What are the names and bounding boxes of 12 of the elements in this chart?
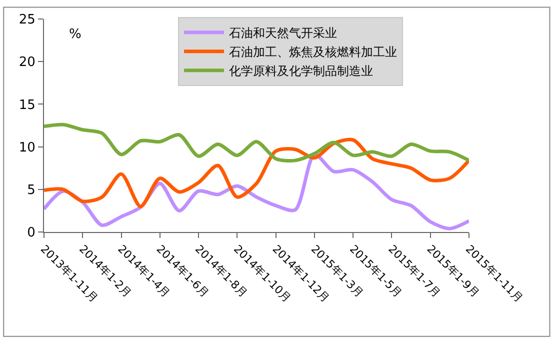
y-tick-label: 5	[27, 182, 36, 198]
y-tick-label: 20	[18, 55, 36, 70]
legend-label: 石油和天然气开采业	[229, 26, 337, 40]
y-tick-label: 0	[27, 226, 36, 241]
y-tick-label: 15	[18, 98, 36, 113]
legend-label: 化学原料及化学制品制造业	[229, 64, 373, 78]
y-axis-title: %	[69, 27, 82, 42]
legend-label: 石油加工、炼焦及核燃料加工业	[229, 45, 397, 60]
line-series	[44, 138, 469, 208]
y-tick-label: 25	[18, 12, 36, 28]
line-series	[44, 122, 469, 162]
y-tick-label: 10	[18, 140, 36, 156]
